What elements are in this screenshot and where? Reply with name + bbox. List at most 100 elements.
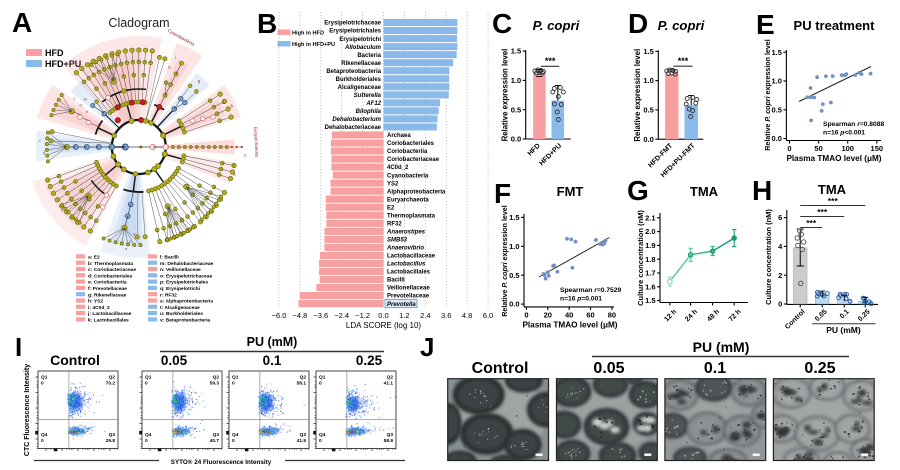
svg-text:Coriobacteriaceae: Coriobacteriaceae — [387, 157, 440, 163]
svg-text:g: g — [198, 79, 201, 84]
svg-text:g: Rikenellaceae: g: Rikenellaceae — [88, 292, 127, 298]
svg-text:40: 40 — [565, 310, 573, 319]
svg-text:Q4: Q4 — [145, 432, 152, 438]
svg-text:a: E2: a: E2 — [88, 255, 100, 261]
svg-text:Q4: Q4 — [41, 432, 48, 438]
svg-text:Q3: Q3 — [387, 432, 394, 438]
svg-text:D: D — [628, 8, 648, 39]
svg-text:a: a — [222, 100, 225, 105]
svg-text:***: *** — [817, 207, 828, 217]
svg-text:s: Alphaproteobacteria: s: Alphaproteobacteria — [160, 299, 213, 305]
svg-text:PU (mM): PU (mM) — [826, 325, 861, 335]
svg-text:Cyanobacteria: Cyanobacteria — [387, 173, 429, 179]
svg-text:Bacilli: Bacilli — [387, 278, 405, 284]
svg-text:l: Bacilli: l: Bacilli — [160, 255, 179, 261]
svg-text:0.5: 0.5 — [509, 271, 519, 280]
svg-text:Q3: Q3 — [300, 432, 307, 438]
svg-text:1.5: 1.5 — [511, 47, 521, 56]
svg-text:p: p — [129, 239, 132, 244]
svg-text:0: 0 — [232, 438, 235, 444]
svg-text:G: G — [627, 175, 649, 206]
svg-text:−1.2: −1.2 — [355, 311, 370, 320]
svg-text:r: r — [233, 163, 235, 168]
svg-text:0.5: 0.5 — [771, 105, 781, 114]
svg-text:E2: E2 — [387, 205, 395, 211]
svg-text:1.0: 1.0 — [643, 76, 653, 85]
svg-text:0: 0 — [778, 300, 782, 309]
svg-text:PU (mM): PU (mM) — [247, 335, 298, 349]
svg-text:Alcaligenaceae: Alcaligenaceae — [338, 85, 382, 91]
svg-text:o: o — [125, 246, 128, 251]
svg-text:t: Alcaligenaceae: t: Alcaligenaceae — [160, 305, 200, 311]
svg-text:Bilophila: Bilophila — [356, 109, 382, 115]
svg-text:1.5: 1.5 — [645, 296, 655, 305]
svg-text:Betaproteobacteria: Betaproteobacteria — [326, 69, 381, 75]
svg-text:0: 0 — [524, 310, 528, 319]
svg-text:40.7: 40.7 — [210, 438, 220, 444]
svg-text:1.0: 1.0 — [511, 76, 521, 85]
svg-text:Relative expression level: Relative expression level — [633, 49, 642, 142]
svg-text:Q2: Q2 — [300, 375, 307, 381]
svg-text:Anaerostipes: Anaerostipes — [386, 230, 426, 236]
svg-text:100: 100 — [841, 144, 854, 153]
svg-text:Anaerovibrio: Anaerovibrio — [386, 246, 424, 252]
svg-text:CTC Fluorescence Intensity: CTC Fluorescence Intensity — [24, 364, 31, 456]
svg-text:SMB53: SMB53 — [387, 238, 408, 244]
svg-text:PU (mM): PU (mM) — [693, 339, 750, 355]
svg-text:Bacteria: Bacteria — [357, 53, 381, 59]
svg-text:Prevotellaceae: Prevotellaceae — [387, 294, 430, 300]
svg-text:Q1: Q1 — [232, 375, 239, 381]
svg-text:0.25: 0.25 — [356, 353, 383, 368]
svg-text:Culture concentration (nM): Culture concentration (nM) — [764, 209, 773, 305]
svg-text:n=16 p<0.001: n=16 p<0.001 — [823, 130, 865, 137]
svg-text:Spearman r=0.7529: Spearman r=0.7529 — [560, 287, 621, 294]
svg-text:Control: Control — [472, 360, 529, 377]
svg-text:Q2: Q2 — [109, 375, 116, 381]
svg-text:0: 0 — [319, 381, 322, 387]
svg-text:TMA: TMA — [690, 184, 719, 199]
svg-text:***: *** — [678, 56, 689, 66]
svg-text:d: Coriobacteriales: d: Coriobacteriales — [88, 273, 133, 279]
svg-text:0: 0 — [41, 438, 44, 444]
svg-text:Erysipelotrichaceae: Erysipelotrichaceae — [324, 21, 381, 27]
svg-text:Q1: Q1 — [145, 375, 152, 381]
svg-text:0.5: 0.5 — [511, 105, 521, 114]
svg-text:0: 0 — [145, 438, 148, 444]
svg-text:f: f — [39, 138, 41, 143]
svg-text:0.5: 0.5 — [643, 106, 653, 115]
svg-text:Q2: Q2 — [213, 375, 220, 381]
svg-text:Erysipelotrichales: Erysipelotrichales — [329, 29, 381, 35]
svg-text:1.8: 1.8 — [645, 255, 655, 264]
svg-text:q: Erysipelotrichi: q: Erysipelotrichi — [160, 286, 201, 292]
svg-text:Relative P. copri expression l: Relative P. copri expression level — [764, 39, 772, 151]
svg-text:r: RF32: r: RF32 — [160, 292, 177, 298]
svg-text:−4.8: −4.8 — [292, 311, 307, 320]
svg-text:E: E — [756, 9, 775, 40]
svg-text:***: *** — [828, 196, 839, 206]
svg-text:0: 0 — [787, 144, 791, 153]
svg-text:s: s — [233, 172, 235, 177]
svg-text:29.8: 29.8 — [106, 438, 116, 444]
svg-text:H: H — [752, 175, 772, 206]
svg-text:2.0: 2.0 — [645, 227, 655, 236]
svg-text:Q4: Q4 — [232, 432, 239, 438]
svg-text:g: g — [43, 150, 45, 155]
svg-text:PU treatment: PU treatment — [794, 18, 876, 33]
svg-text:3.6: 3.6 — [441, 311, 451, 320]
svg-text:***: *** — [545, 56, 556, 66]
svg-text:h: YS2: h: YS2 — [88, 299, 103, 305]
svg-text:4C0d_2: 4C0d_2 — [387, 165, 409, 171]
svg-text:1.5: 1.5 — [643, 47, 653, 56]
svg-text:0.0: 0.0 — [509, 300, 519, 309]
svg-text:d: d — [79, 102, 81, 107]
svg-text:c: c — [74, 95, 76, 100]
svg-text:150: 150 — [871, 144, 884, 153]
svg-text:−2.4: −2.4 — [334, 311, 349, 320]
svg-text:0: 0 — [145, 381, 148, 387]
svg-text:u: Burkholderiales: u: Burkholderiales — [160, 311, 203, 317]
svg-text:***: *** — [806, 218, 817, 228]
svg-text:C: C — [492, 8, 512, 39]
svg-text:Culture concentration (nM): Culture concentration (nM) — [636, 210, 645, 306]
svg-text:FMT: FMT — [557, 184, 584, 199]
svg-text:Sutterella: Sutterella — [354, 93, 382, 99]
